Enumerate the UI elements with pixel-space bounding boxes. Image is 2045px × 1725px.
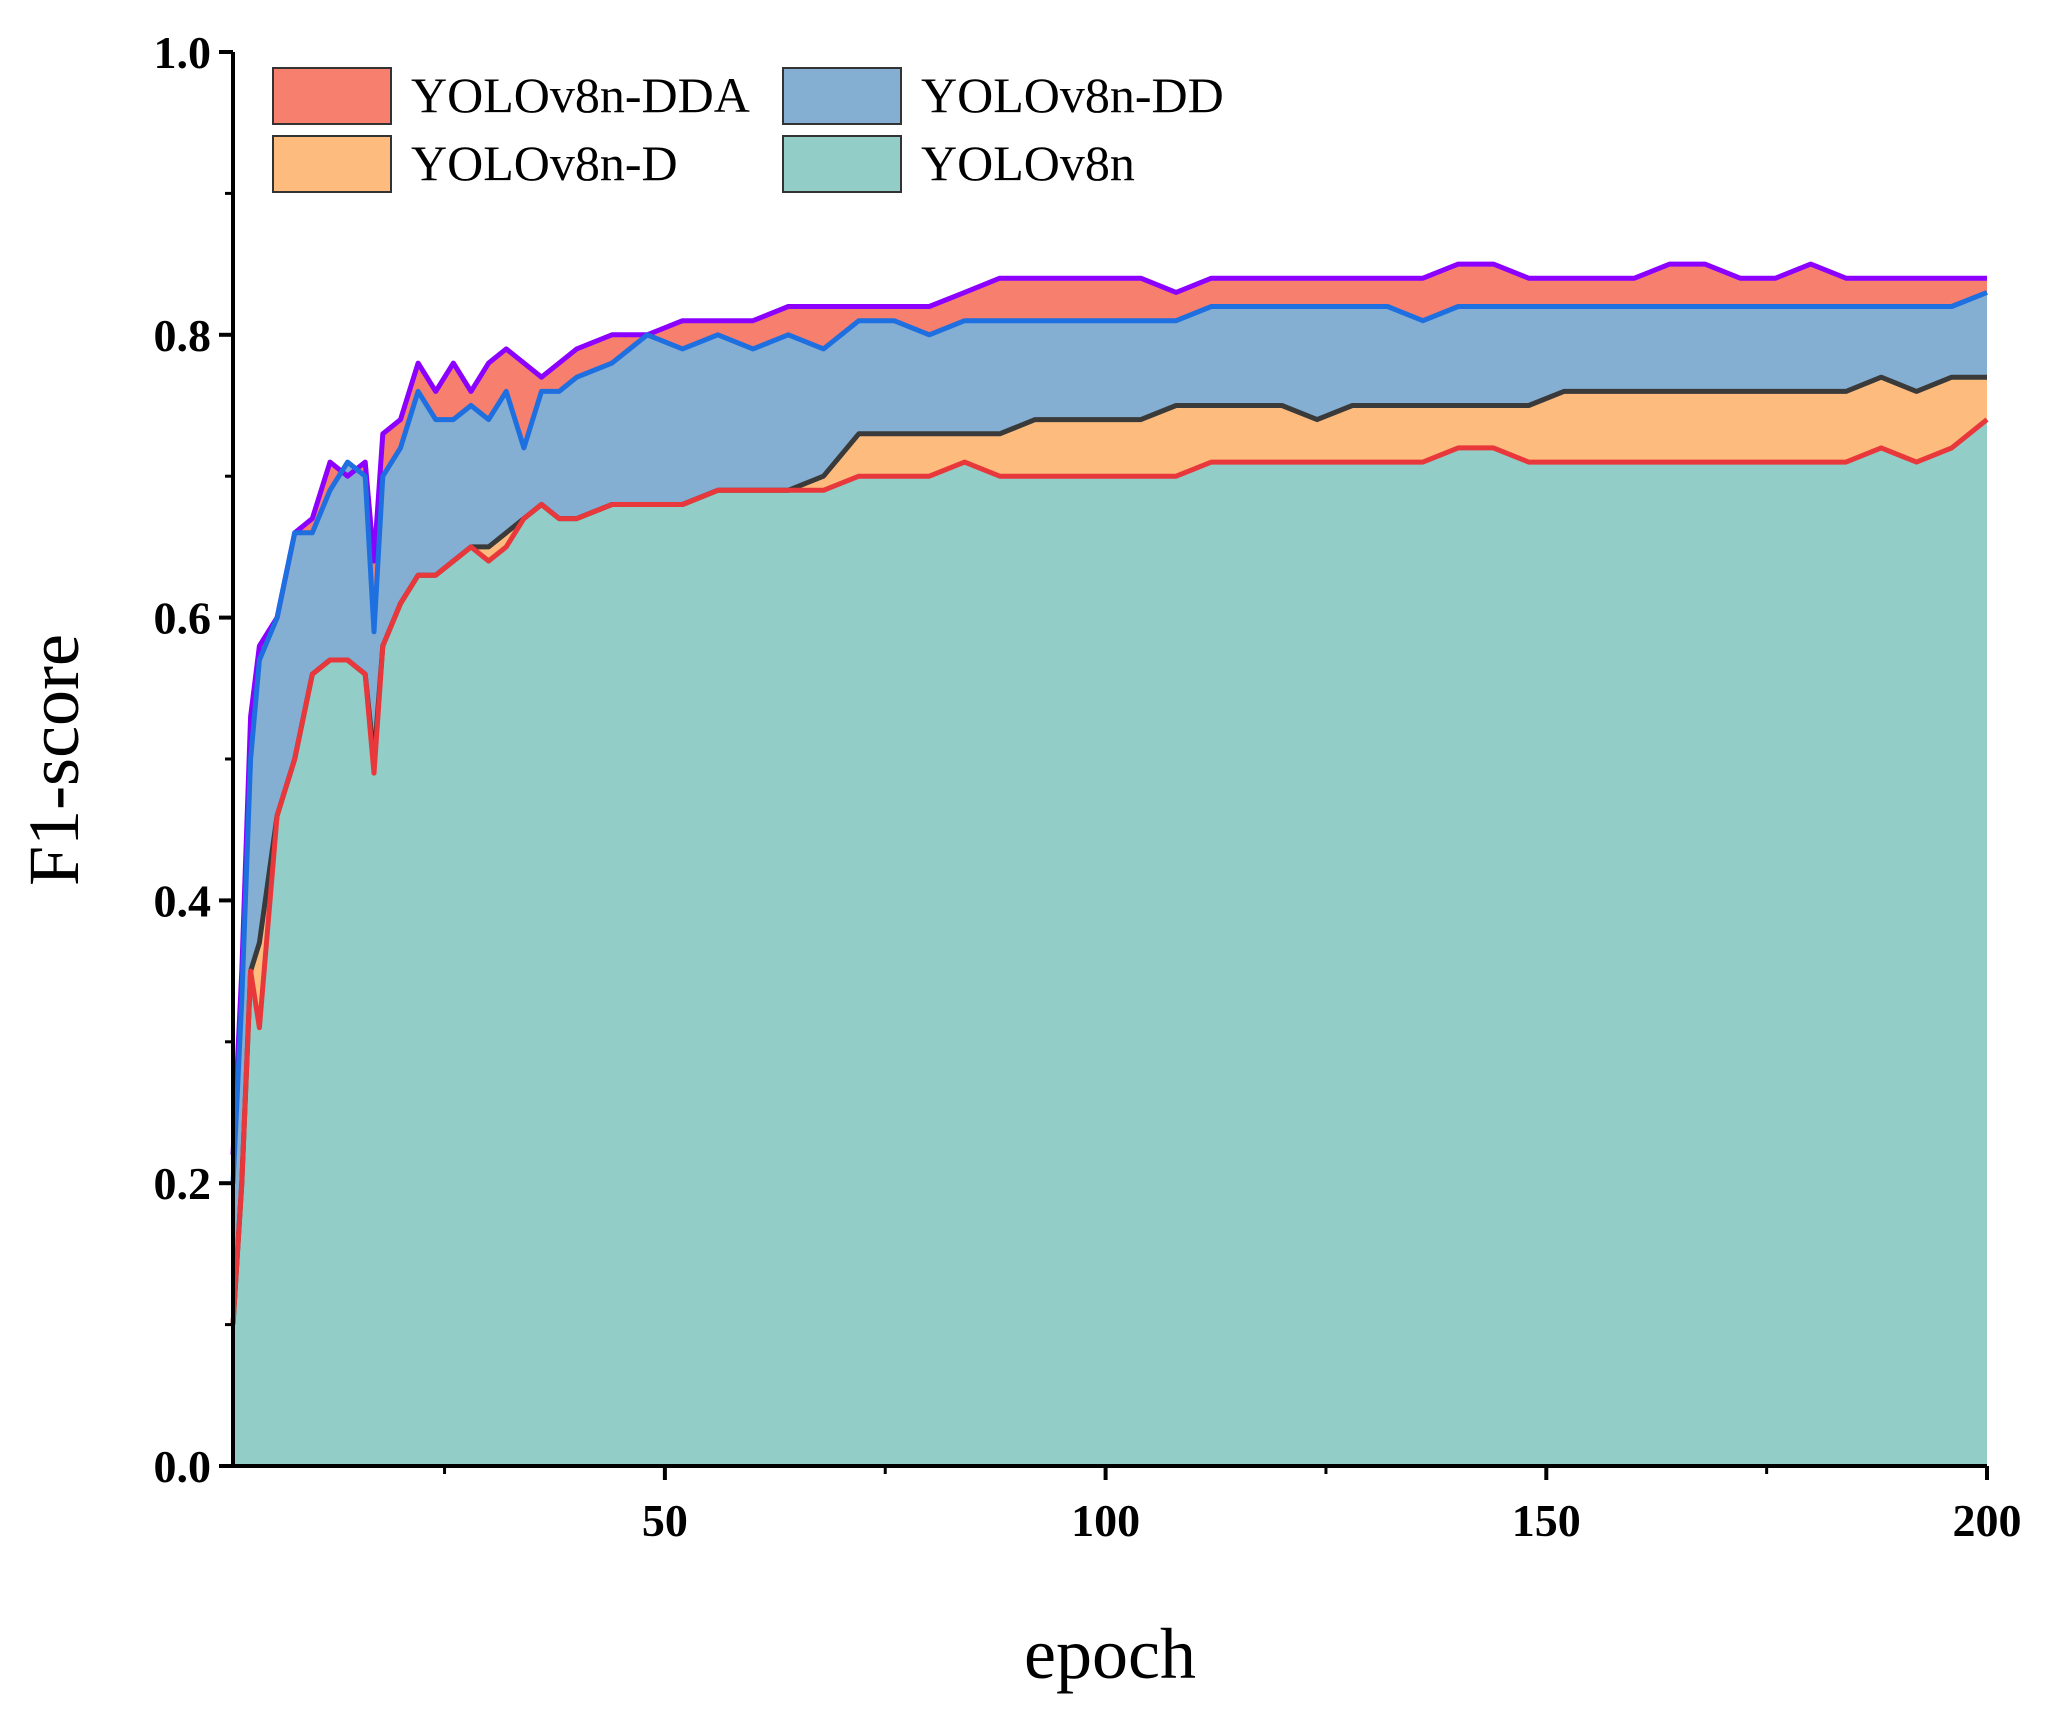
legend-swatch-yolov8n-dda	[272, 67, 392, 125]
legend: YOLOv8n-DDA YOLOv8n-DD YOLOv8n-D YOLOv8n	[272, 67, 1224, 193]
y-tick-label: 0.8	[154, 310, 212, 361]
legend-swatch-yolov8n-dd	[782, 67, 902, 125]
x-tick-label: 50	[642, 1495, 688, 1546]
y-tick-label: 0.6	[154, 593, 212, 644]
x-tick-label: 150	[1512, 1495, 1581, 1546]
x-tick-label: 200	[1953, 1495, 2022, 1546]
y-tick-label: 0.0	[154, 1441, 212, 1492]
legend-swatch-yolov8n-d	[272, 135, 392, 193]
x-axis-title: epoch	[1024, 1614, 1196, 1694]
legend-label-yolov8n-d: YOLOv8n-D	[411, 135, 678, 191]
y-tick-label: 0.4	[154, 875, 212, 926]
line-yolov8n	[230, 417, 1989, 1325]
series-lines	[230, 261, 1989, 1325]
legend-swatch-yolov8n	[782, 135, 902, 193]
line-yolov8n-dd	[230, 290, 1988, 1184]
legend-label-yolov8n-dd: YOLOv8n-DD	[921, 67, 1224, 123]
ticks: 0.0 0.2 0.4 0.6 0.8 1.0 50 100 150 200	[154, 27, 2022, 1546]
area-yolov8n	[233, 419, 1987, 1467]
y-tick-label: 0.2	[154, 1158, 212, 1209]
legend-label-yolov8n-dda: YOLOv8n-DDA	[411, 67, 750, 123]
y-tick-label: 1.0	[154, 27, 212, 78]
y-axis-title: F1-score	[14, 634, 94, 886]
x-tick-label: 100	[1071, 1495, 1140, 1546]
area-layers	[233, 264, 1987, 1467]
line-yolov8n-dda	[230, 261, 1987, 1156]
legend-label-yolov8n: YOLOv8n	[921, 135, 1135, 191]
